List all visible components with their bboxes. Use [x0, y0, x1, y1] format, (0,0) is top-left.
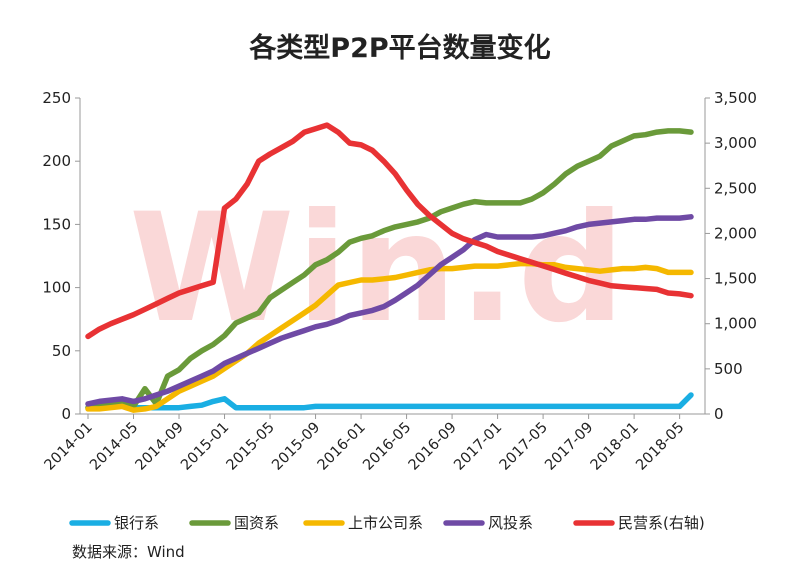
legend-label-0: 银行系: [114, 514, 159, 532]
x-tick-label: 2017-09: [542, 420, 596, 474]
x-tick-label: 2014-05: [87, 420, 141, 474]
x-tick-label: 2016-01: [315, 420, 369, 474]
right-tick-label: 2,500: [714, 179, 757, 197]
legend-label-2: 上市公司系: [348, 514, 423, 532]
legend-label-4: 民营系(右轴): [618, 514, 705, 532]
series-line-1: [85, 128, 694, 411]
x-tick-label: 2016-09: [406, 420, 460, 474]
x-tick-label: 2015-01: [178, 420, 232, 474]
legend-label-3: 风投系: [488, 514, 533, 532]
x-tick-label: 2014-09: [133, 420, 187, 474]
x-tick-label: 2018-05: [633, 420, 687, 474]
right-tick-label: 1,000: [714, 315, 757, 333]
x-tick-label: 2017-01: [451, 420, 505, 474]
legend: 银行系 国资系 上市公司系 风投系 民营系(右轴): [69, 514, 705, 532]
left-tick-label: 250: [42, 89, 71, 107]
legend-label-1: 国资系: [234, 514, 279, 532]
right-tick-label: 3,000: [714, 134, 757, 152]
series-line-4: [85, 122, 694, 340]
x-tick-label: 2016-05: [360, 420, 414, 474]
x-tick-label: 2017-05: [497, 420, 551, 474]
series-line-2: [85, 260, 694, 413]
right-tick-label: 0: [714, 405, 724, 423]
left-tick-label: 50: [52, 342, 71, 360]
left-tick-label: 100: [42, 279, 71, 297]
right-tick-label: 500: [714, 360, 743, 378]
x-tick-label: 2018-01: [588, 420, 642, 474]
chart-title: 各类型P2P平台数量变化: [248, 32, 550, 64]
left-tick-label: 150: [42, 215, 71, 233]
right-tick-label: 2,000: [714, 224, 757, 242]
watermark: Win.d: [129, 182, 627, 356]
data-source-note: 数据来源：Wind: [72, 543, 185, 561]
right-tick-label: 3,500: [714, 89, 757, 107]
x-tick-label: 2015-09: [269, 420, 323, 474]
x-tick-label: 2014-01: [42, 420, 96, 474]
left-tick-label: 0: [61, 405, 71, 423]
series-line-0: [85, 392, 694, 411]
left-tick-label: 200: [42, 152, 71, 170]
x-tick-label: 2015-05: [224, 420, 278, 474]
right-tick-label: 1,500: [714, 270, 757, 288]
series-lines: [85, 122, 694, 413]
series-line-3: [85, 214, 694, 407]
